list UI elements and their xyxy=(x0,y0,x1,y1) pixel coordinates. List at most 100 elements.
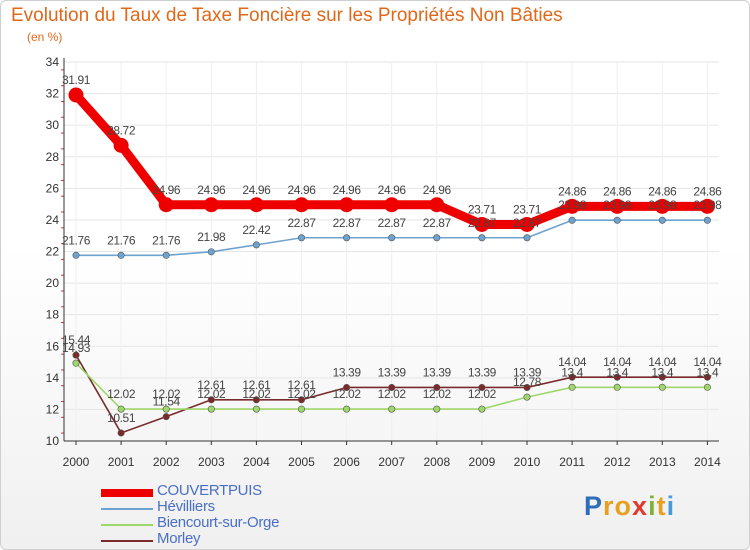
y-tick-label: 10 xyxy=(46,434,60,448)
data-label: 14.04 xyxy=(693,355,722,369)
data-point xyxy=(207,248,215,256)
data-label: 22.87 xyxy=(513,216,542,230)
data-label: 21.98 xyxy=(197,230,226,244)
data-label: 12.61 xyxy=(197,378,226,392)
x-tick-label: 2007 xyxy=(378,455,405,469)
x-tick-label: 2009 xyxy=(469,455,496,469)
data-label: 24.86 xyxy=(558,184,587,198)
data-point xyxy=(117,251,125,259)
legend-label: Hévilliers xyxy=(157,498,215,515)
data-point xyxy=(339,197,355,213)
data-point xyxy=(252,405,260,413)
x-tick-label: 2006 xyxy=(333,455,360,469)
data-point xyxy=(703,216,711,224)
x-tick-label: 2012 xyxy=(604,455,631,469)
data-point xyxy=(72,351,80,359)
data-label: 13.4 xyxy=(561,365,583,379)
data-label: 28.72 xyxy=(107,123,136,137)
x-tick-label: 2002 xyxy=(153,455,180,469)
data-point xyxy=(117,405,125,413)
data-label: 12.02 xyxy=(378,387,407,401)
data-point xyxy=(703,383,711,391)
data-point xyxy=(162,405,170,413)
data-point xyxy=(613,216,621,224)
data-point xyxy=(117,429,125,437)
data-label: 10.51 xyxy=(107,411,136,425)
y-tick-label: 16 xyxy=(46,339,60,353)
data-label: 13.4 xyxy=(651,365,673,379)
data-point xyxy=(68,87,84,103)
legend-label: Biencourt-sur-Orge xyxy=(157,514,280,531)
proxiti-logo: Proxiti xyxy=(584,491,675,522)
x-tick-label: 2001 xyxy=(108,455,135,469)
chart-title: Evolution du Taux de Taxe Foncière sur l… xyxy=(11,5,563,26)
data-label: 23.98 xyxy=(603,198,632,212)
data-point xyxy=(478,405,486,413)
data-label: 13.39 xyxy=(333,365,362,379)
data-point xyxy=(388,234,396,242)
data-label: 24.86 xyxy=(648,184,677,198)
data-label: 31.91 xyxy=(62,73,91,87)
data-label: 23.71 xyxy=(513,202,542,216)
data-label: 12.02 xyxy=(152,387,181,401)
data-label: 15.44 xyxy=(62,333,91,347)
data-point xyxy=(248,197,264,213)
data-point xyxy=(609,198,625,214)
x-tick-label: 2000 xyxy=(63,455,90,469)
data-point xyxy=(207,405,215,413)
data-label: 24.86 xyxy=(693,184,722,198)
data-label: 24.96 xyxy=(423,183,452,197)
data-label: 22.42 xyxy=(242,223,271,237)
legend-swatch xyxy=(101,540,153,542)
logo-letter: i xyxy=(666,491,676,521)
data-point xyxy=(433,405,441,413)
y-tick-label: 24 xyxy=(46,213,60,227)
legend-swatch xyxy=(101,489,153,497)
data-label: 14.93 xyxy=(62,341,91,355)
y-tick-label: 30 xyxy=(46,118,60,132)
data-label: 14.04 xyxy=(603,355,632,369)
y-tick-label: 22 xyxy=(46,245,60,259)
chart-legend: COUVERTPUIS Hévilliers Biencourt-sur-Orge M… xyxy=(101,482,361,548)
x-tick-label: 2005 xyxy=(288,455,315,469)
logo-letter: t xyxy=(656,491,667,521)
data-point xyxy=(343,405,351,413)
data-label: 23.98 xyxy=(648,198,677,212)
data-point xyxy=(478,234,486,242)
data-label: 22.87 xyxy=(287,216,316,230)
data-point xyxy=(703,373,711,381)
legend-item: Hévilliers xyxy=(101,498,361,516)
data-point xyxy=(519,216,535,232)
legend-swatch xyxy=(101,524,153,526)
data-label: 12.61 xyxy=(242,378,271,392)
legend-label: Morley xyxy=(157,530,201,547)
data-label: 13.39 xyxy=(423,365,452,379)
data-label: 24.96 xyxy=(287,183,316,197)
legend-item: Biencourt-sur-Orge xyxy=(101,514,361,532)
logo-letter: x xyxy=(632,491,649,521)
data-point xyxy=(699,198,715,214)
data-point xyxy=(523,234,531,242)
logo-letter: P xyxy=(584,491,604,521)
y-tick-label: 26 xyxy=(46,181,60,195)
y-tick-label: 28 xyxy=(46,150,60,164)
data-label: 21.76 xyxy=(107,233,136,247)
x-tick-label: 2004 xyxy=(243,455,270,469)
data-point xyxy=(388,383,396,391)
data-label: 13.39 xyxy=(378,365,407,379)
data-point xyxy=(613,383,621,391)
x-tick-label: 2003 xyxy=(198,455,225,469)
data-point xyxy=(252,241,260,249)
data-point xyxy=(294,197,309,213)
data-label: 13.39 xyxy=(468,365,497,379)
y-tick-label: 20 xyxy=(46,276,60,290)
data-label: 24.96 xyxy=(197,183,226,197)
x-tick-label: 2011 xyxy=(559,455,585,469)
data-point xyxy=(297,396,305,404)
data-label: 13.4 xyxy=(606,365,628,379)
data-point xyxy=(207,396,215,404)
data-point xyxy=(203,197,219,213)
data-label: 12.02 xyxy=(107,387,136,401)
